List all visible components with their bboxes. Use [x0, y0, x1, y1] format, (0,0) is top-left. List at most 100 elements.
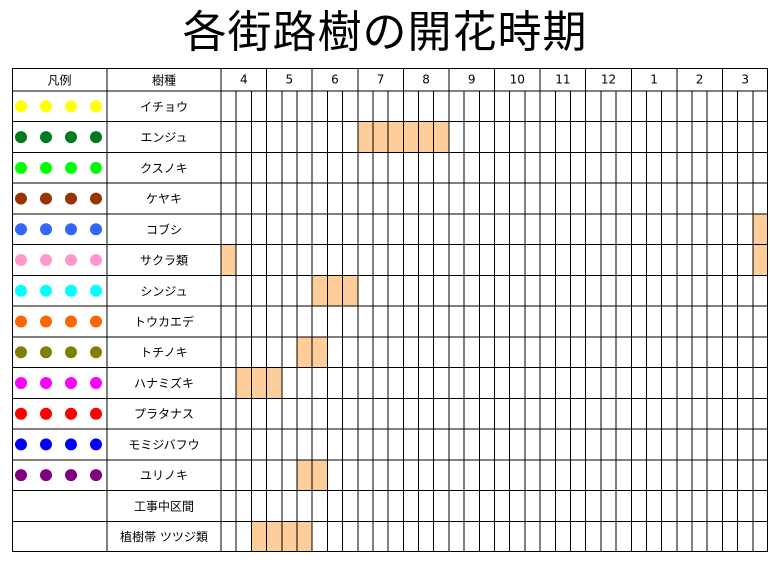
page-title: 各街路樹の開花時期 — [182, 7, 588, 58]
month-header: 6 — [331, 73, 339, 87]
legend-dot — [65, 315, 77, 328]
legend-dot — [65, 223, 77, 236]
legend-dot — [90, 223, 102, 236]
legend-dot — [90, 254, 102, 267]
legend-dot — [65, 469, 77, 482]
legend-dot — [90, 161, 102, 174]
month-header: 9 — [468, 73, 476, 87]
legend-dot — [15, 192, 27, 205]
legend-dot — [15, 131, 27, 144]
species-name: イチョウ — [140, 100, 188, 114]
bloom-cell — [372, 121, 389, 153]
species-name: 工事中区間 — [134, 498, 194, 513]
month-header: 4 — [240, 73, 248, 87]
legend-dot — [90, 438, 102, 451]
legend-dot — [65, 254, 77, 267]
species-name: ケヤキ — [146, 192, 182, 206]
legend-dot — [65, 100, 77, 113]
bloom-cell — [418, 121, 434, 153]
species-name: トチノキ — [140, 346, 188, 360]
species-name: ユリノキ — [140, 469, 188, 483]
species-name: プラタナス — [134, 407, 194, 421]
month-header: 7 — [377, 73, 385, 87]
bloom-cell — [388, 121, 404, 153]
legend-header: 凡例 — [47, 74, 71, 88]
legend-dot — [90, 131, 102, 144]
bloom-calendar-grid: 凡例 樹種 4 5 6 7 8 9 10 11 12 1 2 3イチョウエンジュクスノキケヤキコブシサクラ… — [12, 68, 768, 552]
month-header: 3 — [741, 73, 749, 87]
legend-dot — [65, 407, 77, 420]
month-header: 2 — [696, 73, 704, 87]
legend-dot — [15, 469, 27, 482]
bloom-cell — [752, 244, 768, 276]
legend-dot — [90, 284, 102, 297]
legend-dot — [65, 376, 77, 389]
legend-dot — [90, 192, 102, 205]
bloom-cell — [266, 521, 282, 552]
bloom-cell — [296, 459, 313, 491]
legend-dot — [90, 315, 102, 328]
legend-dot — [15, 346, 27, 359]
bloom-cell — [752, 213, 768, 245]
legend-dot — [65, 131, 77, 144]
legend-dot — [40, 284, 52, 297]
bloom-cell — [357, 121, 373, 153]
bloom-cell — [266, 367, 282, 399]
species-name: ハナミズキ — [134, 375, 194, 390]
legend-dot — [40, 131, 52, 144]
legend-dot — [40, 376, 52, 389]
legend-dot — [15, 161, 27, 174]
month-header: 5 — [286, 73, 294, 87]
legend-dot — [40, 254, 52, 267]
bloom-cell — [251, 521, 267, 552]
legend-dot — [40, 438, 52, 451]
legend-dot — [65, 438, 77, 451]
bloom-cell — [296, 336, 313, 368]
legend-dot — [90, 469, 102, 482]
species-name: クスノキ — [140, 161, 188, 175]
bloom-cell — [327, 275, 343, 307]
month-header: 10 — [510, 73, 525, 87]
legend-dot — [40, 407, 52, 420]
legend-dot — [15, 438, 27, 451]
legend-dot — [40, 192, 52, 205]
legend-dot — [15, 315, 27, 328]
legend-dot — [15, 254, 27, 267]
bloom-cell — [433, 121, 449, 153]
legend-dot — [40, 469, 52, 482]
legend-dot — [15, 407, 27, 420]
legend-dot — [65, 284, 77, 297]
bloom-cell — [296, 521, 313, 552]
species-name: コブシ — [146, 222, 182, 237]
bloom-calendar-table: 凡例 樹種 4 5 6 7 8 9 10 11 12 1 2 3 イチョウ エンジュ クスノキ ケヤキ コブシ サクラ… — [12, 68, 768, 552]
legend-dot — [90, 346, 102, 359]
legend-dot — [90, 100, 102, 113]
legend-dot — [15, 284, 27, 297]
legend-dot — [90, 376, 102, 389]
bloom-cell — [221, 244, 237, 276]
bloom-cell — [312, 336, 328, 368]
bloom-cell — [312, 459, 328, 491]
species-name: 植樹帯 ツツジ類 — [120, 529, 208, 544]
legend-dot — [15, 376, 27, 389]
legend-dot — [40, 100, 52, 113]
species-name: エンジュ — [140, 131, 187, 145]
legend-dot — [40, 315, 52, 328]
legend-dot — [40, 223, 52, 236]
legend-dot — [40, 161, 52, 174]
species-name: モミジバフウ — [128, 438, 199, 452]
bloom-cell — [403, 121, 419, 153]
legend-dot — [40, 346, 52, 359]
bloom-cell — [236, 367, 252, 399]
month-header: 8 — [422, 73, 430, 87]
species-name: サクラ類 — [140, 254, 188, 268]
legend-dot — [15, 223, 27, 236]
bloom-cell — [251, 367, 267, 399]
bloom-cell — [281, 521, 297, 552]
species-name: トウカエデ — [134, 314, 194, 329]
legend-dot — [15, 100, 27, 113]
bloom-cell — [312, 275, 328, 307]
month-header: 12 — [601, 73, 616, 87]
bloom-cell — [342, 275, 358, 307]
legend-dot — [65, 161, 77, 174]
